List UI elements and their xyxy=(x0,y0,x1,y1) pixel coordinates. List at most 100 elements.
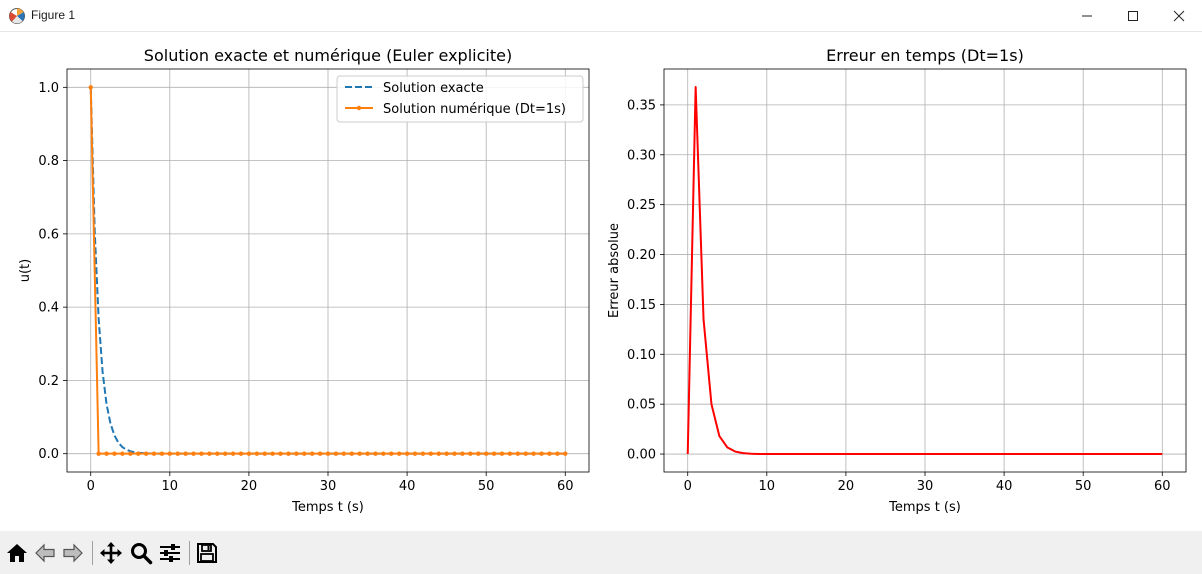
data-point xyxy=(412,451,418,456)
data-point xyxy=(262,451,267,456)
forward-button[interactable] xyxy=(59,539,87,567)
configure-subplots-button[interactable] xyxy=(156,539,184,567)
data-point xyxy=(428,451,434,456)
chart-title: Solution exacte et numérique (Euler expl… xyxy=(144,46,512,65)
data-point xyxy=(175,451,180,456)
save-button[interactable] xyxy=(193,539,221,567)
data-point xyxy=(143,451,149,456)
data-point xyxy=(507,451,513,456)
data-point xyxy=(191,451,196,456)
data-point xyxy=(460,451,465,456)
error-line xyxy=(686,85,1163,456)
x-axis-label: Temps t (s) xyxy=(888,500,961,515)
x-tick-label: 0 xyxy=(684,479,692,494)
data-point xyxy=(278,451,283,456)
data-point xyxy=(420,451,426,456)
window-title: Figure 1 xyxy=(31,8,76,22)
data-point xyxy=(333,451,339,456)
legend-label: Solution exacte xyxy=(383,81,484,96)
axes-frame xyxy=(66,68,590,473)
data-point xyxy=(167,451,173,456)
x-tick-label: 10 xyxy=(162,479,179,494)
data-point xyxy=(452,451,457,456)
data-point xyxy=(317,451,323,456)
legend-label: Solution numérique (Dt=1s) xyxy=(383,102,566,117)
toolbar-separator xyxy=(189,541,190,565)
x-tick-label: 0 xyxy=(87,479,95,494)
data-point xyxy=(483,451,489,456)
y-axis-label: u(t) xyxy=(18,259,33,282)
y-tick-label: 0.05 xyxy=(627,398,656,413)
minimize-button[interactable] xyxy=(1064,0,1110,31)
y-tick-label: 0.4 xyxy=(38,301,59,316)
pan-button[interactable] xyxy=(97,539,125,567)
data-point xyxy=(373,451,378,456)
data-point xyxy=(270,451,275,456)
x-tick-label: 40 xyxy=(399,479,416,494)
x-axis-label: Temps t (s) xyxy=(291,500,364,515)
data-point xyxy=(286,451,291,456)
data-point xyxy=(515,451,521,456)
window-titlebar: Figure 1 xyxy=(0,0,1202,32)
data-point xyxy=(151,451,157,456)
pan-icon xyxy=(100,542,122,564)
y-tick-label: 0.35 xyxy=(627,98,656,113)
data-point xyxy=(207,451,212,456)
data-point xyxy=(246,451,252,456)
x-tick-label: 20 xyxy=(838,479,855,494)
data-point xyxy=(563,451,568,456)
data-point xyxy=(349,451,354,456)
data-point xyxy=(365,451,370,456)
y-tick-label: 0.30 xyxy=(627,148,656,163)
zoom-button[interactable] xyxy=(127,539,155,567)
data-point xyxy=(547,451,552,456)
data-point xyxy=(96,451,101,456)
figure-canvas[interactable]: 0 10 20 30 40 50 60 0.0 0.2 0.4 0.6 0.8 1.0 Solution … xyxy=(0,32,1202,530)
y-tick-label: 0.15 xyxy=(627,298,656,313)
data-point xyxy=(476,451,481,456)
data-point xyxy=(104,451,109,456)
x-tick-label: 30 xyxy=(320,479,337,494)
data-point xyxy=(128,451,133,456)
data-point xyxy=(199,451,204,456)
home-button[interactable] xyxy=(3,539,31,567)
data-point xyxy=(135,451,141,456)
y-tick-label: 0.8 xyxy=(38,154,59,169)
chart-title: Erreur en temps (Dt=1s) xyxy=(826,46,1024,65)
maximize-icon xyxy=(1128,10,1138,21)
data-point xyxy=(215,451,220,456)
configure-subplots-icon xyxy=(160,544,180,562)
forward-icon xyxy=(63,543,83,563)
data-point xyxy=(112,451,117,456)
back-icon xyxy=(35,543,55,563)
x-tick-label: 30 xyxy=(917,479,934,494)
x-tick-label: 20 xyxy=(241,479,258,494)
data-point xyxy=(302,451,307,456)
y-tick-label: 0.00 xyxy=(627,448,656,463)
data-point xyxy=(491,451,497,456)
data-point xyxy=(238,451,244,456)
back-button[interactable] xyxy=(31,539,59,567)
y-tick-label: 0.20 xyxy=(627,248,656,263)
y-tick-label: 0.0 xyxy=(38,447,59,462)
close-button[interactable] xyxy=(1156,0,1202,31)
data-point xyxy=(555,451,560,456)
data-point xyxy=(389,451,394,456)
data-point xyxy=(325,451,331,456)
x-tick-label: 60 xyxy=(557,479,574,494)
data-point xyxy=(222,451,228,456)
y-tick-label: 0.25 xyxy=(627,198,656,213)
data-point xyxy=(341,451,347,456)
maximize-button[interactable] xyxy=(1110,0,1156,31)
data-point xyxy=(523,451,528,456)
data-point xyxy=(88,85,93,90)
close-icon xyxy=(1173,10,1185,21)
y-tick-label: 0.6 xyxy=(38,227,59,242)
legend-box xyxy=(336,75,584,123)
data-point xyxy=(254,451,260,456)
data-point xyxy=(120,451,125,456)
data-point xyxy=(396,451,402,456)
data-point xyxy=(531,451,536,456)
data-point xyxy=(294,451,299,456)
data-point xyxy=(468,451,473,456)
